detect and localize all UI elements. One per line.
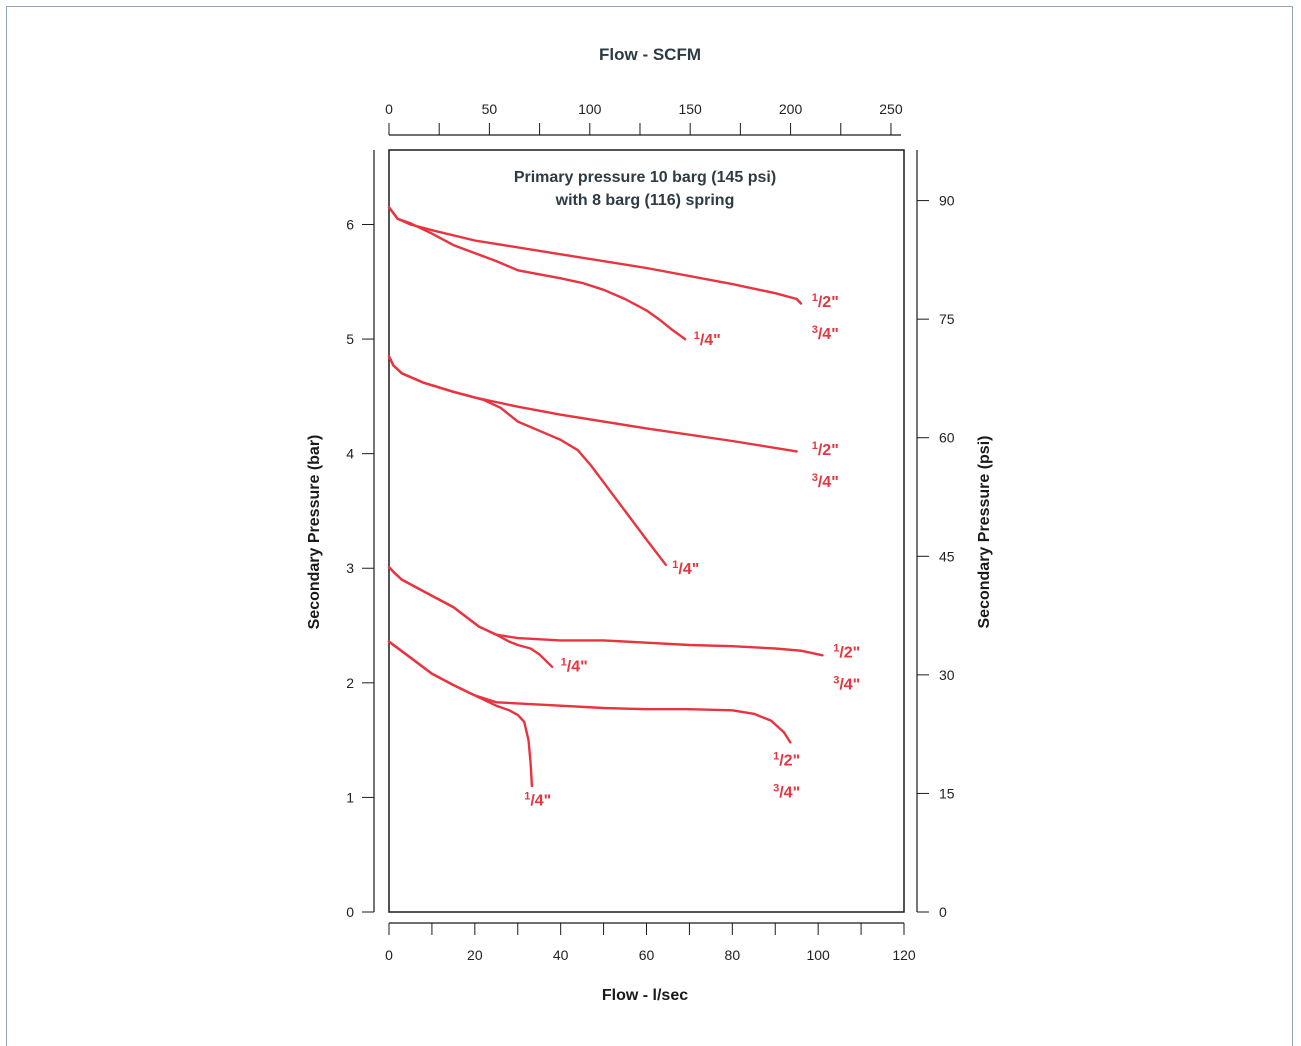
- y-axis-title: Secondary Pressure (bar): [306, 435, 323, 630]
- y2-tick-label: 45: [939, 548, 955, 564]
- chart-subtitle: with 8 barg (116) spring: [555, 192, 735, 209]
- series-label: 3/4": [773, 782, 800, 801]
- y-tick-label: 6: [346, 216, 354, 232]
- chart-frame: [6, 6, 1293, 1046]
- series-label: 3/4": [812, 472, 839, 491]
- series-label: 1/2": [833, 643, 860, 662]
- series-label: 1/2": [773, 750, 800, 769]
- y-tick-label: 3: [346, 560, 354, 576]
- series-label: 1/4": [524, 790, 551, 809]
- x2-tick-label: 250: [879, 101, 903, 117]
- series-label: 3/4": [812, 324, 839, 343]
- x-tick-label: 40: [553, 947, 569, 963]
- series-label: 3/4": [833, 675, 860, 694]
- x2-tick-label: 100: [578, 101, 602, 117]
- series-label: 1/4": [672, 559, 699, 578]
- y2-axis-title: Secondary Pressure (psi): [976, 436, 993, 629]
- series-line: [387, 565, 824, 657]
- x2-tick-label: 150: [678, 101, 702, 117]
- x-tick-label: 80: [725, 947, 741, 963]
- series-layer: [387, 206, 824, 788]
- x-tick-label: 60: [639, 947, 655, 963]
- y2-tick-label: 15: [939, 785, 955, 801]
- series-line: [387, 640, 534, 788]
- series-label: 1/2": [812, 292, 839, 311]
- x-tick-label: 120: [892, 947, 916, 963]
- right-axis: 0 15 30 45 60 75 90: [916, 150, 955, 920]
- top-axis: 0 50 100 150 200 250: [385, 101, 903, 136]
- series-label-layer: 1/2" 3/4" 1/4" 1/2" 3/4" 1/4" 1/2" 3/4" 1/4" 1/2"…: [524, 292, 860, 809]
- series-line: [387, 355, 798, 453]
- series-line: [387, 206, 803, 305]
- chart-title: Primary pressure 10 barg (145 psi): [514, 169, 776, 186]
- y2-tick-label: 60: [939, 430, 955, 446]
- y2-tick-label: 30: [939, 667, 955, 683]
- top-axis-title: Flow - SCFM: [599, 45, 701, 64]
- left-axis: 0 1 2 3 4 5 6: [346, 150, 375, 920]
- x2-tick-label: 0: [385, 101, 393, 117]
- bottom-axis: 0 20 40 60 80 100 120: [385, 922, 916, 963]
- series-line: [387, 206, 687, 341]
- y-tick-label: 5: [346, 331, 354, 347]
- x-axis-title: Flow - l/sec: [602, 987, 688, 1004]
- y2-tick-label: 90: [939, 193, 955, 209]
- plot-area: [388, 149, 905, 913]
- x-tick-label: 0: [385, 947, 393, 963]
- series-line: [387, 640, 792, 744]
- y2-tick-label: 0: [939, 904, 947, 920]
- x-tick-label: 20: [467, 947, 483, 963]
- y-tick-label: 2: [346, 675, 354, 691]
- x2-tick-label: 200: [779, 101, 803, 117]
- series-line: [387, 355, 667, 566]
- x2-tick-label: 50: [482, 101, 498, 117]
- series-line: [387, 565, 554, 668]
- y2-tick-label: 75: [939, 311, 955, 327]
- series-label: 1/4": [561, 656, 588, 675]
- y-tick-label: 4: [346, 446, 354, 462]
- y-tick-label: 1: [346, 789, 354, 805]
- x-tick-label: 100: [806, 947, 830, 963]
- series-label: 1/4": [694, 330, 721, 349]
- series-label: 1/2": [812, 440, 839, 459]
- y-tick-label: 0: [346, 904, 354, 920]
